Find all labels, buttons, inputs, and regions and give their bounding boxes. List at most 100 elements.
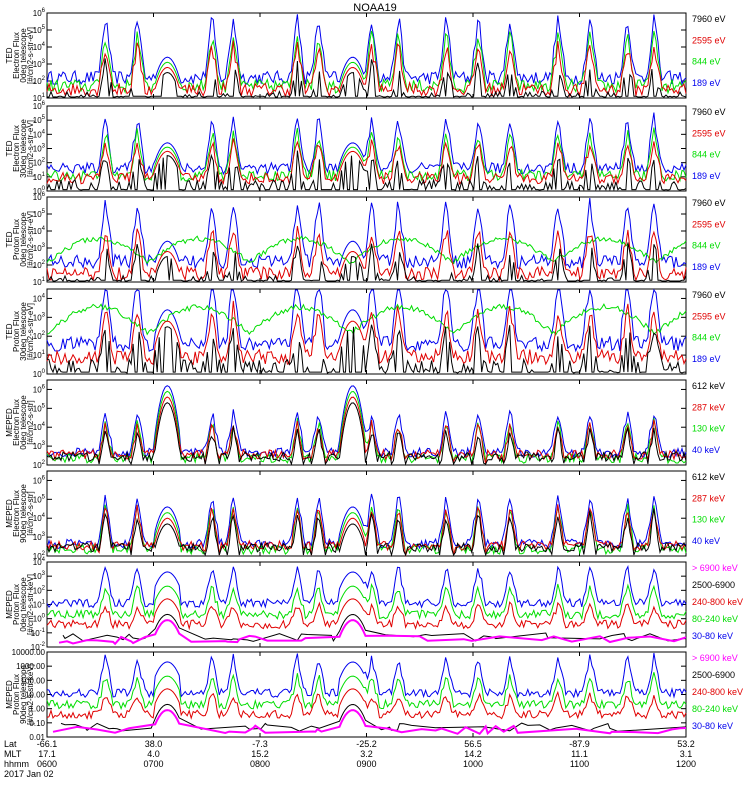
series-green-line	[46, 30, 687, 95]
y-axis-label: 30deg telescope	[19, 119, 28, 178]
y-axis-label: Electron Flux	[12, 399, 21, 446]
legend-black: 612 keV	[692, 381, 725, 391]
y-tick-label: 102	[33, 158, 46, 168]
y-tick-label: 1000.00	[16, 662, 45, 671]
y-tick-label: 10000.00	[12, 648, 46, 657]
series-blue-line	[46, 14, 687, 86]
legend-black: 2500-6900	[692, 670, 735, 680]
y-tick-label: 100.00	[21, 676, 46, 685]
legend-green: 80-240 keV	[692, 704, 738, 714]
y-tick-label: 105	[33, 209, 46, 219]
legend-black: 612 keV	[692, 472, 725, 482]
y-tick-label: 101	[33, 600, 46, 610]
series-blue-line	[46, 112, 687, 176]
y-axis-label: Electron Flux	[12, 490, 21, 537]
y-tick-label: 101	[33, 350, 46, 360]
y-tick-label: 10.00	[25, 691, 46, 700]
y-axis-label: Proton Flux	[12, 584, 21, 625]
y-tick-label: 103	[33, 571, 46, 581]
footer-value: 1200	[676, 759, 696, 769]
footer-value: 3.2	[360, 749, 373, 759]
series-black-line	[62, 613, 687, 643]
legend-green: 844 eV	[692, 57, 721, 67]
y-axis-label: [#/cm2-s-str-eV]	[26, 211, 35, 268]
y-axis-label: [#/cm2-s-str-eV]	[26, 120, 35, 177]
series-red-line	[46, 504, 687, 557]
y-axis-label: [#/cm2-s-str-keV]	[26, 574, 35, 635]
legend-red: 2595 eV	[692, 128, 726, 138]
y-tick-label: 104	[33, 129, 46, 139]
y-tick-label: 105	[33, 115, 46, 125]
y-tick-label: 104	[33, 293, 46, 303]
y-tick-label: 103	[33, 441, 46, 451]
series-green-line	[46, 235, 687, 265]
series-black-line	[47, 242, 687, 283]
legend-red: 287 keV	[692, 402, 725, 412]
y-tick-label: 0.10	[29, 719, 45, 728]
series-green-line	[46, 582, 687, 621]
footer-value: 1000	[463, 759, 483, 769]
legend-blue: 189 eV	[692, 171, 721, 181]
y-tick-label: 0.01	[29, 733, 45, 742]
y-tick-label: 100	[33, 186, 46, 196]
legend-blue: 40 keV	[692, 536, 720, 546]
footer-row-label: Lat	[4, 739, 17, 749]
y-axis-label: Electron Flux	[12, 32, 21, 79]
y-axis-label: [#/cm2-s-str]	[26, 491, 35, 535]
y-axis-label: [#/cm2-s-str-keV]	[26, 664, 35, 725]
legend-magenta: > 6900 keV	[692, 653, 738, 663]
y-axis-label: Electron Flux	[12, 125, 21, 172]
series-black-line	[46, 150, 687, 192]
series-red-line	[46, 138, 687, 186]
footer-value: 38.0	[145, 739, 163, 749]
footer-value: -7.3	[252, 739, 268, 749]
series-black-line	[46, 402, 687, 466]
series-red-line	[46, 40, 687, 99]
legend-blue: 40 keV	[692, 445, 720, 455]
series-blue-line	[46, 652, 687, 699]
legend-green: 844 eV	[692, 333, 721, 343]
legend-green: 130 keV	[692, 424, 725, 434]
y-tick-label: 103	[33, 59, 46, 69]
y-tick-label: 101	[33, 277, 46, 287]
legend-blue: 30-80 keV	[692, 721, 733, 731]
series-black-line	[46, 508, 687, 557]
y-tick-label: 104	[33, 557, 46, 567]
legend-green: 80-240 keV	[692, 614, 738, 624]
footer-value: 53.2	[677, 739, 695, 749]
y-tick-label: 1.00	[29, 705, 45, 714]
y-axis-label: MEPED	[5, 408, 14, 437]
footer-value: 0700	[143, 759, 163, 769]
series-black-line	[47, 58, 687, 99]
legend-red: 2595 eV	[692, 311, 726, 321]
y-axis-label: 90deg telescope	[19, 484, 28, 543]
footer-value: 56.5	[464, 739, 482, 749]
footer-value: 15.2	[251, 749, 269, 759]
y-tick-label: 103	[33, 312, 46, 322]
series-magenta-line	[58, 619, 687, 646]
footer-value: -25.2	[356, 739, 377, 749]
legend-red: 240-800 keV	[692, 597, 743, 607]
y-axis-label: MEPED	[5, 680, 14, 709]
y-tick-label: 106	[33, 8, 46, 18]
series-green-line	[46, 127, 687, 183]
legend-green: 844 eV	[692, 150, 721, 160]
legend-blue: 189 eV	[692, 262, 721, 272]
y-tick-label: 104	[33, 422, 46, 432]
y-tick-label: 106	[33, 384, 46, 394]
y-axis-label: 90deg telescope	[19, 665, 28, 724]
legend-red: 240-800 keV	[692, 687, 743, 697]
footer-value: -66.1	[37, 739, 58, 749]
y-tick-label: 102	[33, 260, 46, 270]
series-red-line	[46, 300, 687, 366]
legend-red: 2595 eV	[692, 35, 726, 45]
y-tick-label: 102	[33, 331, 46, 341]
y-tick-label: 10-2	[31, 642, 46, 652]
y-axis-label: 30deg telescope	[19, 302, 28, 361]
chart-title: NOAA19	[353, 2, 397, 14]
legend-magenta: > 6900 keV	[692, 563, 738, 573]
y-axis-label: 0deg telescope	[19, 577, 28, 632]
y-tick-label: 104	[33, 226, 46, 236]
y-tick-label: 100	[33, 614, 46, 624]
legend-green: 844 eV	[692, 241, 721, 251]
